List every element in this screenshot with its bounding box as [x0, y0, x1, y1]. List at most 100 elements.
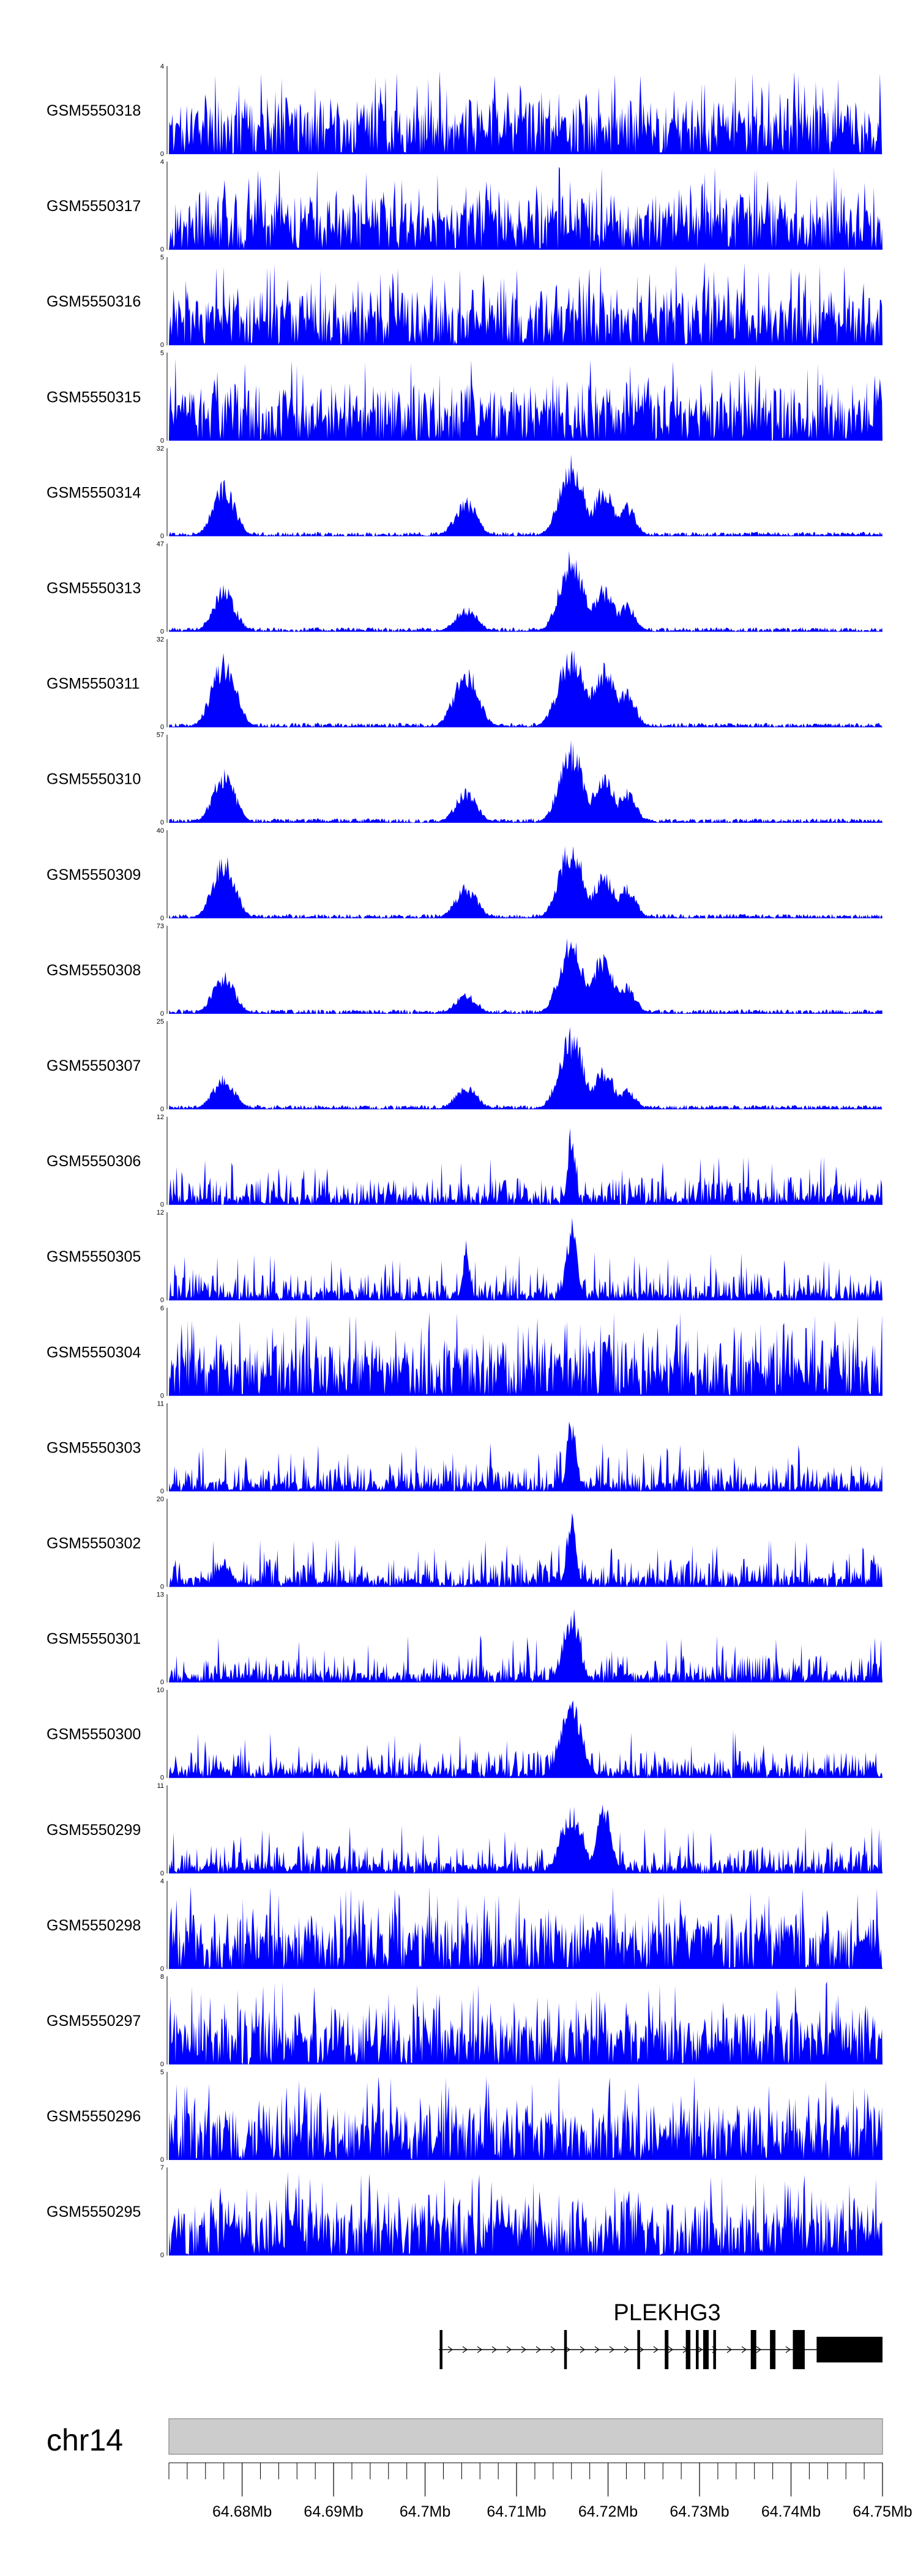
- y-max-label: 5: [160, 349, 164, 357]
- strand-arrow: [462, 2346, 468, 2353]
- track-label: GSM5550304: [47, 1344, 141, 1361]
- signal-area: [169, 2076, 883, 2161]
- track-label: GSM5550308: [47, 962, 141, 979]
- x-tick-label: 64.68Mb: [212, 2503, 272, 2520]
- y-min-label: 0: [160, 1487, 164, 1495]
- track-label: GSM5550305: [47, 1248, 141, 1265]
- y-min-label: 0: [160, 1679, 164, 1686]
- signal-area: [169, 454, 883, 537]
- y-max-label: 7: [160, 2164, 164, 2172]
- y-max-label: 40: [157, 827, 164, 835]
- exon: [713, 2330, 716, 2369]
- track-GSM5550300: GSM5550300 10 0: [47, 1687, 883, 1782]
- y-max-label: 5: [160, 2069, 164, 2076]
- y-min-label: 0: [160, 437, 164, 444]
- signal-area: [169, 1421, 883, 1492]
- chromosome-label: chr14: [47, 2423, 123, 2457]
- exon: [439, 2330, 442, 2369]
- y-max-label: 73: [157, 923, 164, 930]
- strand-arrow: [491, 2346, 498, 2353]
- y-max-label: 11: [157, 1400, 164, 1407]
- track-label: GSM5550297: [47, 2012, 141, 2030]
- strand-arrow: [506, 2346, 512, 2353]
- y-min-label: 0: [160, 2061, 164, 2068]
- track-label: GSM5550303: [47, 1439, 141, 1456]
- y-min-label: 0: [160, 915, 164, 922]
- signal-area: [169, 1886, 883, 1969]
- track-GSM5550317: GSM5550317 4 0: [47, 158, 883, 253]
- strand-arrow: [536, 2346, 542, 2353]
- strand-arrow: [785, 2346, 791, 2353]
- strand-arrow: [726, 2346, 733, 2353]
- y-min-label: 0: [160, 1392, 164, 1399]
- y-min-label: 0: [160, 1201, 164, 1208]
- signal-area: [169, 846, 883, 918]
- strand-arrow: [580, 2346, 586, 2353]
- track-GSM5550308: GSM5550308 73 0: [47, 923, 883, 1018]
- y-max-label: 12: [157, 1209, 164, 1216]
- strand-arrow: [624, 2346, 630, 2353]
- y-max-label: 4: [160, 158, 164, 166]
- y-max-label: 4: [160, 1878, 164, 1885]
- strand-arrow: [741, 2346, 747, 2353]
- y-max-label: 47: [157, 541, 164, 548]
- track-label: GSM5550302: [47, 1535, 141, 1552]
- y-max-label: 12: [157, 1114, 164, 1121]
- track-label: GSM5550316: [47, 293, 141, 310]
- exon: [637, 2330, 640, 2369]
- track-GSM5550309: GSM5550309 40 0: [47, 827, 883, 922]
- y-min-label: 0: [160, 819, 164, 827]
- y-max-label: 4: [160, 63, 164, 70]
- signal-area: [169, 1218, 883, 1301]
- x-tick-label: 64.74Mb: [761, 2503, 821, 2520]
- strand-arrow: [477, 2346, 483, 2353]
- strand-arrow: [521, 2346, 527, 2353]
- exon: [770, 2330, 776, 2369]
- y-min-label: 0: [160, 532, 164, 540]
- minor-ticks: [168, 2463, 865, 2479]
- exon: [703, 2330, 709, 2369]
- strand-arrow: [756, 2346, 762, 2353]
- gene-exons: [439, 2330, 883, 2369]
- y-max-label: 32: [157, 445, 164, 452]
- track-GSM5550296: GSM5550296 5 0: [47, 2069, 883, 2164]
- strand-arrow: [653, 2346, 659, 2353]
- track-label: GSM5550318: [47, 102, 141, 119]
- track-GSM5550303: GSM5550303 11 0: [47, 1400, 883, 1495]
- track-label: GSM5550299: [47, 1822, 141, 1839]
- y-min-label: 0: [160, 628, 164, 636]
- signal-area: [169, 70, 883, 154]
- strand-arrow: [638, 2346, 644, 2353]
- major-ticks: 64.68Mb 64.69Mb 64.7Mb 64.71Mb 64.72Mb 64.73M…: [169, 2462, 912, 2520]
- signal-area: [169, 551, 883, 632]
- strand-arrow: [550, 2346, 556, 2353]
- strand-arrow: [697, 2346, 703, 2353]
- x-tick-label: 64.75Mb: [853, 2503, 912, 2520]
- exon: [750, 2330, 756, 2369]
- track-label: GSM5550295: [47, 2203, 141, 2220]
- y-max-label: 13: [157, 1591, 164, 1599]
- chromosome-ideogram-bar: [168, 2418, 883, 2455]
- y-min-label: 0: [160, 2252, 164, 2259]
- signal-tracks: GSM555031840GSM555031740GSM555031650GSM5…: [47, 63, 883, 2259]
- track-label: GSM5550314: [47, 484, 141, 501]
- track-label: GSM5550309: [47, 866, 141, 884]
- signal-area: [169, 1700, 883, 1778]
- strand-arrow: [594, 2346, 600, 2353]
- y-max-label: 11: [157, 1782, 164, 1790]
- track-label: GSM5550315: [47, 389, 141, 406]
- signal-area: [169, 1128, 883, 1205]
- signal-area: [169, 1804, 883, 1874]
- y-min-label: 0: [160, 2156, 164, 2164]
- genome-axis: chr14 64.68Mb 64.69Mb 64.7Mb 64.71Mb 64.72Mb…: [47, 2418, 912, 2520]
- y-min-label: 0: [160, 724, 164, 731]
- track-GSM5550302: GSM5550302 20 0: [47, 1496, 883, 1591]
- signal-area: [169, 650, 883, 728]
- track-GSM5550301: GSM5550301 13 0: [47, 1591, 883, 1686]
- strand-arrow: [447, 2346, 453, 2353]
- x-tick-label: 64.71Mb: [487, 2503, 546, 2520]
- y-max-label: 5: [160, 254, 164, 261]
- signal-area: [169, 1609, 883, 1683]
- x-tick-label: 64.69Mb: [304, 2503, 363, 2520]
